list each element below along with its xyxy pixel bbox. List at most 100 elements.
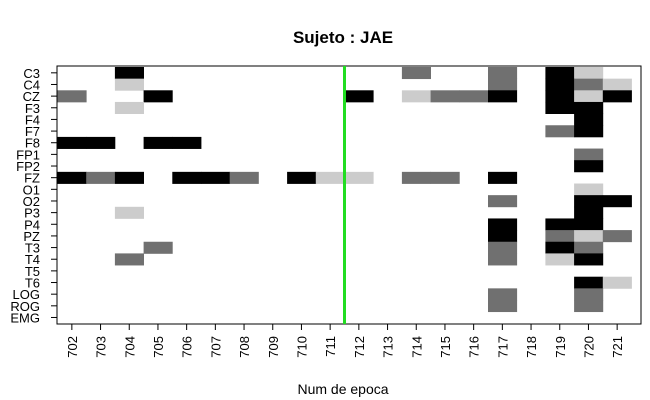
y-tick-label: P3 (24, 206, 40, 221)
heatmap-cell (401, 171, 431, 184)
heatmap-cell (488, 241, 518, 254)
heatmap-cell (287, 171, 317, 184)
x-tick-label: 721 (610, 336, 625, 358)
heatmap-cell (488, 288, 518, 301)
heatmap-cell (430, 90, 460, 103)
heatmap-cell (545, 218, 575, 231)
heatmap-cell (602, 90, 632, 103)
y-tick-label: F3 (25, 101, 40, 116)
heatmap-cell (574, 125, 604, 138)
heatmap-cell (488, 253, 518, 266)
heatmap-cell (574, 183, 604, 196)
heatmap-cell (488, 78, 518, 91)
y-tick-label: P4 (24, 217, 40, 232)
heatmap-cell (545, 78, 575, 91)
heatmap-cell (574, 113, 604, 126)
heatmap-cell (401, 67, 431, 80)
y-tick-label: PZ (23, 229, 40, 244)
x-tick-label: 716 (467, 336, 482, 358)
x-tick-label: 710 (294, 336, 309, 358)
heatmap-cell (574, 90, 604, 103)
y-tick-label: O1 (23, 182, 40, 197)
heatmap-cell (86, 171, 116, 184)
heatmap-cell (545, 230, 575, 243)
heatmap-cell (57, 136, 87, 149)
heatmap-cell (602, 276, 632, 289)
heatmap-cell (545, 67, 575, 80)
x-tick-label: 703 (94, 336, 109, 358)
y-tick-label: O2 (23, 194, 40, 209)
heatmap-cell (114, 67, 144, 80)
chart-title: Sujeto : JAE (293, 28, 393, 47)
x-tick-label: 704 (122, 336, 137, 358)
heatmap-cell (574, 288, 604, 301)
heatmap-cell (114, 78, 144, 91)
heatmap-cell (602, 195, 632, 208)
x-tick-label: 718 (524, 336, 539, 358)
y-tick-label: LOG (13, 287, 40, 302)
x-axis-label: Num de epoca (297, 381, 388, 397)
heatmap-cell (57, 171, 87, 184)
heatmap-cell (57, 90, 87, 103)
heatmap-cell (545, 125, 575, 138)
heatmap-cell (602, 78, 632, 91)
heatmap-cell (602, 230, 632, 243)
y-tick-label: FP1 (16, 147, 40, 162)
heatmap-cell (488, 90, 518, 103)
y-tick-label: EMG (10, 310, 40, 325)
y-tick-label: ROG (10, 299, 40, 314)
heatmap-cell (401, 90, 431, 103)
heatmap-cell (344, 171, 374, 184)
heatmap-cell (574, 101, 604, 114)
x-tick-label: 706 (180, 336, 195, 358)
heatmap-cell (574, 78, 604, 91)
heatmap-cell (488, 230, 518, 243)
heatmap-cell (344, 90, 374, 103)
heatmap-cell (172, 136, 202, 149)
heatmap-cell (488, 171, 518, 184)
heatmap-cell (143, 90, 173, 103)
heatmap-cell (574, 67, 604, 80)
x-tick-label: 720 (581, 336, 596, 358)
y-tick-label: C4 (23, 77, 40, 92)
heatmap-cell (114, 171, 144, 184)
heatmap-cell (574, 218, 604, 231)
x-tick-label: 708 (237, 336, 252, 358)
y-tick-label: C3 (23, 66, 40, 81)
heatmap-cell (488, 67, 518, 80)
y-tick-label: FZ (24, 171, 40, 186)
heatmap-cell (172, 171, 202, 184)
plot-frame (56, 65, 642, 325)
y-tick-label: T4 (25, 252, 40, 267)
x-tick-label: 714 (409, 336, 424, 358)
heatmap-cell (315, 171, 345, 184)
heatmap-cell (143, 241, 173, 254)
x-tick-label: 719 (553, 336, 568, 358)
x-tick-label: 707 (208, 336, 223, 358)
heatmap-cell (574, 148, 604, 161)
x-tick-label: 702 (65, 336, 80, 358)
x-tick-label: 705 (151, 336, 166, 358)
y-tick-label: T5 (25, 264, 40, 279)
x-tick-label: 709 (266, 336, 281, 358)
heatmap-cell (574, 276, 604, 289)
x-tick-label: 713 (381, 336, 396, 358)
x-tick-label: 715 (438, 336, 453, 358)
heatmap-cell (545, 90, 575, 103)
heatmap-cell (114, 206, 144, 219)
y-tick-label: FP2 (16, 159, 40, 174)
heatmap-cell (114, 253, 144, 266)
heatmap-cell (574, 206, 604, 219)
heatmap-cell (545, 241, 575, 254)
heatmap-cell (574, 300, 604, 313)
heatmap-cell (488, 218, 518, 231)
heatmap-cells (57, 67, 632, 313)
heatmap-cell (459, 90, 489, 103)
y-tick-label: T6 (25, 276, 40, 291)
heatmap-cell (201, 171, 231, 184)
heatmap-cell (574, 195, 604, 208)
heatmap-cell (86, 136, 116, 149)
heatmap-cell (143, 136, 173, 149)
y-tick-label: F7 (25, 124, 40, 139)
